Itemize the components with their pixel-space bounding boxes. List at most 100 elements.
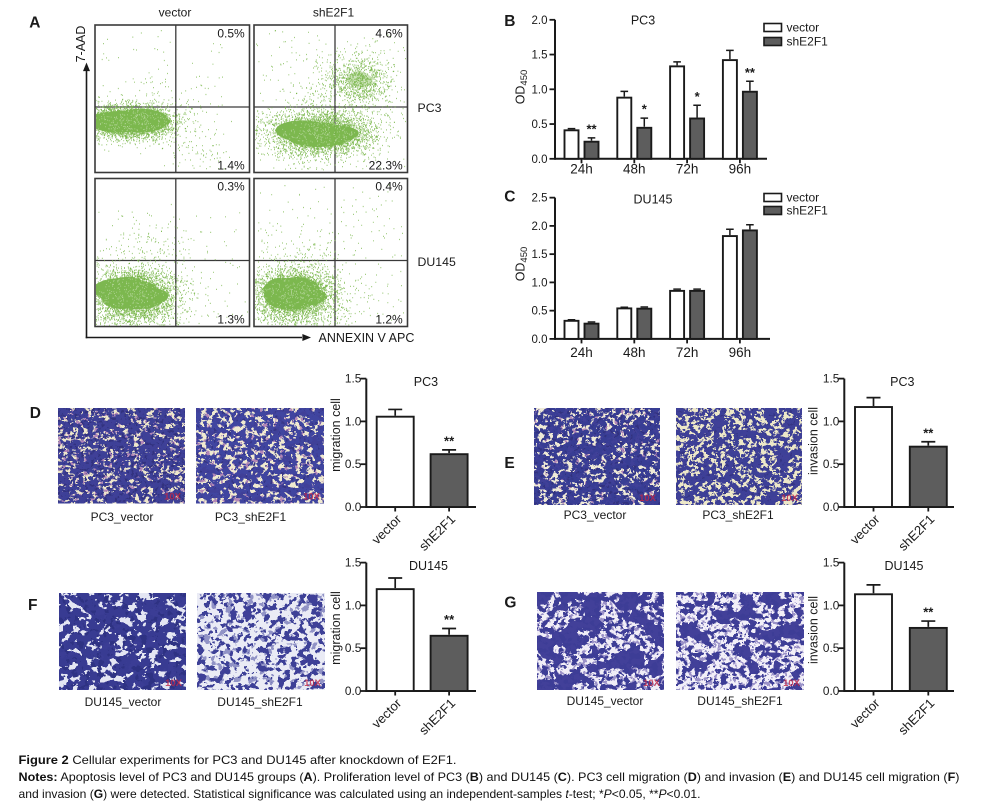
svg-text:shE2F1: shE2F1 (313, 6, 355, 20)
svg-text:**: ** (923, 605, 934, 620)
svg-text:0.0: 0.0 (823, 500, 840, 514)
svg-text:1.0: 1.0 (345, 598, 362, 612)
svg-text:DU145_vector: DU145_vector (85, 695, 162, 709)
svg-text:PC3: PC3 (890, 375, 914, 389)
svg-text:22.3%: 22.3% (369, 159, 403, 173)
svg-text:shE2F1: shE2F1 (895, 512, 937, 554)
svg-text:1.5: 1.5 (823, 556, 840, 570)
svg-text:DU145_vector: DU145_vector (567, 694, 644, 708)
svg-text:1.0: 1.0 (532, 277, 548, 289)
svg-text:DU145: DU145 (409, 559, 448, 573)
svg-text:1.2%: 1.2% (375, 313, 403, 327)
svg-text:1.4%: 1.4% (217, 159, 245, 173)
svg-text:96h: 96h (729, 345, 752, 360)
svg-text:vector: vector (369, 511, 405, 547)
svg-text:shE2F1: shE2F1 (416, 696, 458, 738)
svg-text:2.0: 2.0 (532, 221, 548, 233)
svg-text:**: ** (586, 121, 597, 136)
svg-text:PC3: PC3 (631, 14, 655, 28)
svg-text:0.5: 0.5 (345, 641, 362, 655)
svg-text:DU145_shE2F1: DU145_shE2F1 (697, 694, 783, 708)
svg-text:and invasion (G) were detected: and invasion (G) were detected. Statisti… (19, 787, 701, 801)
svg-text:24h: 24h (570, 162, 593, 177)
svg-text:0.5: 0.5 (823, 641, 840, 655)
svg-text:vector: vector (847, 695, 883, 731)
svg-text:0.0: 0.0 (345, 684, 362, 698)
svg-text:PC3_shE2F1: PC3_shE2F1 (702, 508, 774, 522)
svg-text:10X: 10X (639, 493, 657, 504)
svg-text:0.0: 0.0 (345, 500, 362, 514)
svg-text:10X: 10X (303, 492, 321, 503)
svg-text:1.5: 1.5 (345, 556, 362, 570)
svg-text:*: * (642, 102, 648, 117)
svg-text:96h: 96h (729, 162, 752, 177)
svg-text:10X: 10X (643, 678, 661, 689)
svg-text:invasion cell: invasion cell (807, 596, 821, 664)
svg-text:ANNEXIN V APC: ANNEXIN V APC (319, 331, 415, 345)
svg-text:10X: 10X (164, 492, 182, 503)
svg-text:PC3_shE2F1: PC3_shE2F1 (215, 510, 287, 524)
svg-text:**: ** (923, 425, 934, 440)
svg-text:B: B (504, 13, 515, 30)
svg-text:1.3%: 1.3% (217, 313, 245, 327)
svg-text:G: G (504, 594, 516, 611)
svg-text:1.0: 1.0 (345, 414, 362, 428)
svg-text:7-AAD: 7-AAD (74, 26, 88, 63)
svg-text:0.5: 0.5 (823, 457, 840, 471)
svg-text:vector: vector (787, 21, 820, 35)
svg-text:1.0: 1.0 (532, 84, 548, 96)
svg-text:0.5: 0.5 (532, 119, 548, 131)
svg-text:0.5: 0.5 (345, 457, 362, 471)
svg-text:0.4%: 0.4% (375, 180, 403, 194)
svg-text:48h: 48h (623, 162, 646, 177)
svg-text:DU145: DU145 (418, 255, 456, 269)
svg-text:0.0: 0.0 (532, 154, 548, 166)
svg-text:migration cell: migration cell (329, 398, 343, 472)
svg-text:10X: 10X (304, 678, 322, 689)
svg-text:vector: vector (159, 6, 192, 20)
svg-text:1.5: 1.5 (823, 372, 840, 386)
svg-text:10X: 10X (165, 678, 183, 689)
svg-text:A: A (29, 15, 40, 32)
svg-text:vector: vector (787, 191, 820, 205)
svg-text:vector: vector (847, 511, 883, 547)
svg-text:PC3: PC3 (414, 375, 438, 389)
svg-text:migration cell: migration cell (329, 591, 343, 665)
svg-text:shE2F1: shE2F1 (787, 35, 829, 49)
svg-text:PC3_vector: PC3_vector (91, 510, 154, 524)
svg-text:72h: 72h (676, 162, 699, 177)
svg-text:**: ** (444, 433, 455, 448)
svg-text:2.0: 2.0 (532, 15, 548, 27)
svg-text:10X: 10X (781, 493, 799, 504)
svg-text:DU145: DU145 (885, 559, 924, 573)
svg-text:**: ** (444, 612, 455, 627)
svg-text:PC3_vector: PC3_vector (564, 508, 627, 522)
svg-text:0.5: 0.5 (532, 306, 548, 318)
svg-text:E: E (504, 455, 514, 472)
svg-text:1.5: 1.5 (532, 50, 548, 62)
svg-text:F: F (28, 597, 37, 614)
svg-text:DU145: DU145 (634, 193, 673, 207)
svg-text:1.5: 1.5 (532, 249, 548, 261)
svg-text:invasion cell: invasion cell (807, 407, 821, 475)
svg-text:0.0: 0.0 (532, 334, 548, 346)
svg-text:48h: 48h (623, 345, 646, 360)
svg-text:Notes: Apoptosis level of PC3: Notes: Apoptosis level of PC3 and DU145 … (19, 770, 960, 784)
svg-text:24h: 24h (570, 345, 593, 360)
svg-text:DU145_shE2F1: DU145_shE2F1 (217, 695, 303, 709)
svg-text:shE2F1: shE2F1 (416, 512, 458, 554)
svg-text:2.5: 2.5 (532, 193, 548, 205)
svg-text:vector: vector (369, 695, 405, 731)
svg-text:72h: 72h (676, 345, 699, 360)
svg-text:1.0: 1.0 (823, 414, 840, 428)
svg-text:D: D (30, 405, 41, 422)
svg-text:1.5: 1.5 (345, 372, 362, 386)
svg-text:*: * (695, 89, 701, 104)
svg-text:OD450: OD450 (514, 70, 531, 105)
svg-text:0.0: 0.0 (823, 684, 840, 698)
svg-text:0.5%: 0.5% (217, 27, 245, 41)
svg-text:PC3: PC3 (418, 101, 442, 115)
svg-text:1.0: 1.0 (823, 598, 840, 612)
svg-text:0.3%: 0.3% (217, 180, 245, 194)
svg-text:shE2F1: shE2F1 (895, 696, 937, 738)
